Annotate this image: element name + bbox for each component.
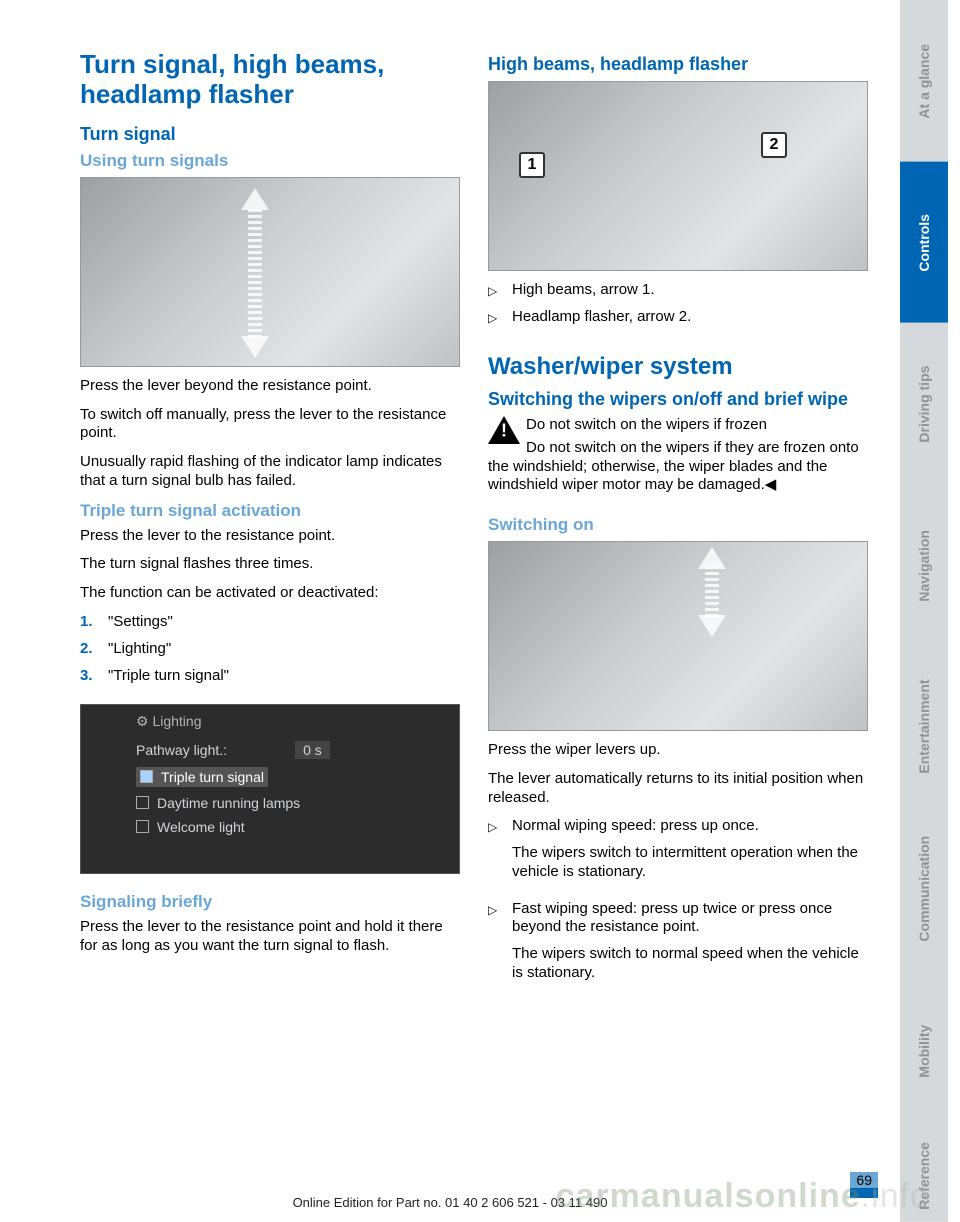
body-text: The turn signal flashes three times. (80, 555, 460, 574)
section-turn-signal: Turn signal (80, 124, 460, 145)
list-item: ▷ Fast wiping speed: press up twice or p… (488, 900, 868, 991)
warning-title: Do not switch on the wipers if frozen (488, 416, 868, 435)
idrive-row: Daytime running lamps (136, 795, 300, 811)
subsection-signaling-briefly: Signaling briefly (80, 892, 460, 912)
section-high-beams: High beams, headlamp flasher (488, 54, 868, 75)
figure-idrive-screen: ⚙ Lighting Pathway light.: 0 s Triple tu… (80, 704, 460, 874)
left-column: Turn signal, high beams, headlamp flashe… (80, 50, 460, 1202)
body-text: Unusually rapid flashing of the indicato… (80, 453, 460, 491)
subsection-switching-on: Switching on (488, 515, 868, 535)
triangle-bullet-icon: ▷ (488, 903, 502, 991)
idrive-row: Pathway light.: 0 s (136, 741, 330, 759)
list-text: Fast wiping speed: press up twice or pre… (512, 900, 868, 938)
body-text: To switch off manually, press the lever … (80, 406, 460, 444)
body-text: The function can be activated or deactiv… (80, 584, 460, 603)
list-item: ▷ Headlamp flasher, arrow 2. (488, 308, 868, 325)
watermark-suffix: .info (861, 1177, 930, 1215)
warning-block: Do not switch on the wipers if frozen Do… (488, 416, 868, 505)
body-text: Press the lever beyond the resistance po… (80, 377, 460, 396)
step-label: "Settings" (108, 613, 173, 630)
body-text: Press the wiper levers up. (488, 741, 868, 760)
body-text: The lever automatically returns to its i… (488, 770, 868, 808)
step-item: 3."Triple turn signal" (80, 667, 460, 684)
callout-badge-2: 2 (761, 132, 787, 158)
checkbox-icon (136, 820, 149, 833)
arrow-up-icon (697, 547, 727, 637)
warning-body: Do not switch on the wipers if they are … (488, 439, 868, 495)
content-area: Turn signal, high beams, headlamp flashe… (0, 0, 900, 1222)
idrive-label: Pathway light.: (136, 742, 227, 758)
bullet-list: ▷ Normal wiping speed: press up once. Th… (488, 817, 868, 1000)
list-text: Headlamp flasher, arrow 2. (512, 308, 868, 325)
side-tabs: At a glance Controls Driving tips Naviga… (900, 0, 948, 1222)
figure-wiper-lever (488, 541, 868, 731)
body-text: Press the lever to the resistance point. (80, 527, 460, 546)
checkbox-icon (136, 796, 149, 809)
callout-badge-1: 1 (519, 152, 545, 178)
manual-page: Turn signal, high beams, headlamp flashe… (0, 0, 960, 1222)
idrive-header: ⚙ Lighting (136, 713, 201, 730)
watermark-main: carmanualsonline (556, 1177, 861, 1215)
idrive-label: Daytime running lamps (157, 795, 300, 811)
idrive-label: Triple turn signal (161, 769, 264, 785)
idrive-value: 0 s (295, 741, 330, 759)
tab-navigation[interactable]: Navigation (900, 485, 948, 647)
subsection-using-turn-signals: Using turn signals (80, 151, 460, 171)
idrive-row-selected: Triple turn signal (136, 767, 268, 787)
arrow-up-down-icon (240, 188, 270, 358)
right-column: High beams, headlamp flasher 1 2 ▷ High b… (488, 50, 868, 1202)
triangle-bullet-icon: ▷ (488, 311, 502, 325)
list-item: ▷ Normal wiping speed: press up once. Th… (488, 817, 868, 889)
list-text: High beams, arrow 1. (512, 281, 868, 298)
section-washer-wiper: Washer/wiper system (488, 353, 868, 381)
list-subtext: The wipers switch to intermittent operat… (512, 844, 868, 882)
bullet-list: ▷ High beams, arrow 1. ▷ Headlamp flasher,… (488, 281, 868, 335)
step-item: 2."Lighting" (80, 640, 460, 657)
list-item: ▷ High beams, arrow 1. (488, 281, 868, 298)
tab-communication[interactable]: Communication (900, 808, 948, 970)
figure-high-beams-lever: 1 2 (488, 81, 868, 271)
figure-turn-signal-lever (80, 177, 460, 367)
tab-entertainment[interactable]: Entertainment (900, 646, 948, 808)
body-text: Press the lever to the resistance point … (80, 918, 460, 956)
tab-driving-tips[interactable]: Driving tips (900, 323, 948, 485)
idrive-label: Welcome light (157, 819, 245, 835)
tab-at-a-glance[interactable]: At a glance (900, 0, 948, 162)
steps-list: 1."Settings" 2."Lighting" 3."Triple turn… (80, 613, 460, 694)
idrive-row: Welcome light (136, 819, 245, 835)
subsection-switching-wipers: Switching the wipers on/off and brief wi… (488, 389, 868, 410)
step-item: 1."Settings" (80, 613, 460, 630)
tab-mobility[interactable]: Mobility (900, 970, 948, 1132)
tab-controls[interactable]: Controls (900, 162, 948, 324)
step-label: "Triple turn signal" (108, 667, 229, 684)
list-text: Normal wiping speed: press up once. (512, 817, 868, 836)
watermark: carmanualsonline.info (556, 1177, 930, 1216)
page-title: Turn signal, high beams, headlamp flashe… (80, 50, 460, 110)
checkbox-checked-icon (140, 770, 153, 783)
step-label: "Lighting" (108, 640, 171, 657)
list-subtext: The wipers switch to normal speed when t… (512, 945, 868, 983)
triangle-bullet-icon: ▷ (488, 820, 502, 889)
subsection-triple-activation: Triple turn signal activation (80, 501, 460, 521)
triangle-bullet-icon: ▷ (488, 284, 502, 298)
